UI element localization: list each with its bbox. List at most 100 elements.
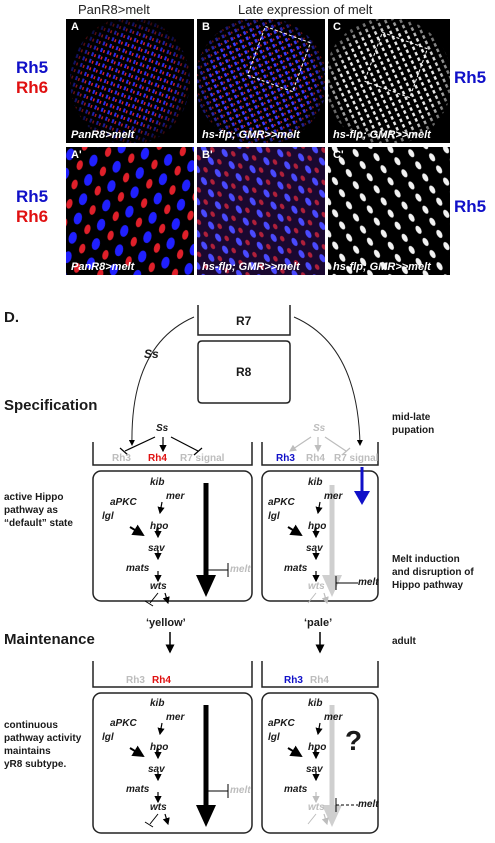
left-note-3: “default” state xyxy=(4,518,73,529)
panel-a-prime-image: A' PanR8>melt xyxy=(66,147,194,275)
cell-r7-label: R7 xyxy=(236,314,252,328)
panel-c-image: C hs-flp; GMR>>melt xyxy=(328,19,450,143)
mer-left: mer xyxy=(166,491,185,502)
panel-b-prime-texture xyxy=(197,147,325,275)
melt-left: melt xyxy=(230,564,251,575)
pupation-label: pupation xyxy=(392,425,435,436)
panel-a-image: A PanR8>melt xyxy=(66,19,194,143)
pale-label: ‘pale’ xyxy=(304,617,333,629)
rh6-label-bottom-left: Rh6 xyxy=(16,207,49,226)
wts-left: wts xyxy=(150,581,167,592)
panel-letter: B xyxy=(202,21,210,33)
panel-letter: A xyxy=(71,21,79,33)
sav-maint-right: sav xyxy=(306,764,323,775)
melt-right: melt xyxy=(358,577,379,588)
right-note-1: Melt induction xyxy=(392,554,460,565)
left-note-1: active Hippo xyxy=(4,492,64,503)
mats-right: mats xyxy=(284,563,308,574)
panel-a-texture xyxy=(66,19,194,143)
bottom-note-2: pathway activity xyxy=(4,733,82,744)
apkc-left: aPKC xyxy=(110,497,137,508)
panel-genotype: hs-flp; GMR>>melt xyxy=(333,129,431,141)
mer-maint-left: mer xyxy=(166,712,185,723)
lgl-right: lgl xyxy=(268,511,280,522)
lgl-maint-right: lgl xyxy=(268,732,280,743)
panel-a-prime-texture xyxy=(66,147,194,275)
melt-maint-right: melt xyxy=(358,799,379,810)
panel-c-texture xyxy=(328,19,450,143)
panel-genotype: PanR8>melt xyxy=(71,129,135,141)
mats-maint-right: mats xyxy=(284,784,308,795)
r7signal-left-label: R7 signal xyxy=(180,453,225,464)
diagram-lines xyxy=(92,305,379,834)
rh4-maint-right: Rh4 xyxy=(310,675,329,686)
hpo-right: hpo xyxy=(308,521,327,532)
specification-title: Specification xyxy=(4,397,98,414)
panel-b-texture xyxy=(197,19,325,143)
kib-left: kib xyxy=(150,477,165,488)
late-expression-header: Late expression of melt xyxy=(238,2,373,17)
ss-right-label: Ss xyxy=(313,423,326,434)
panel-b-image: B hs-flp; GMR>>melt xyxy=(197,19,325,143)
rh3-left-label: Rh3 xyxy=(112,453,131,464)
mats-left: mats xyxy=(126,563,150,574)
rh6-label-top-left: Rh6 xyxy=(16,78,49,97)
rh3-maint-left: Rh3 xyxy=(126,675,145,686)
rh5-label-bottom-right: Rh5 xyxy=(454,197,487,216)
question-mark: ? xyxy=(345,725,363,756)
kib-maint-left: kib xyxy=(150,698,165,709)
panel-b-prime-image: B' hs-flp; GMR>>melt xyxy=(197,147,325,275)
sav-maint-left: sav xyxy=(148,764,165,775)
apkc-maint-right: aPKC xyxy=(268,718,295,729)
maintenance-title: Maintenance xyxy=(4,631,95,648)
panel-a-header: PanR8>melt xyxy=(78,2,150,17)
rh5-label-bottom-left: Rh5 xyxy=(16,187,49,206)
rh3-maint-right: Rh3 xyxy=(284,675,303,686)
right-note-3: Hippo pathway xyxy=(392,580,464,591)
lgl-left: lgl xyxy=(102,511,114,522)
hpo-maint-right: hpo xyxy=(308,742,327,753)
bottom-note-4: yR8 subtype. xyxy=(4,759,67,770)
rh4-right-label: Rh4 xyxy=(306,453,325,464)
panel-letter: C' xyxy=(333,149,344,161)
panel-c-prime-image: C' hs-flp; GMR>>melt xyxy=(328,147,450,275)
mid-late-label: mid-late xyxy=(392,412,431,423)
lgl-maint-left: lgl xyxy=(102,732,114,743)
sav-right: sav xyxy=(306,543,323,554)
mer-right: mer xyxy=(324,491,343,502)
hpo-left: hpo xyxy=(150,521,169,532)
sav-left: sav xyxy=(148,543,165,554)
yellow-label: ‘yellow’ xyxy=(146,617,186,629)
kib-right: kib xyxy=(308,477,323,488)
wts-maint-right: wts xyxy=(308,802,325,813)
cell-r8-label: R8 xyxy=(236,365,252,379)
panel-c-prime-texture xyxy=(328,147,450,275)
hpo-maint-left: hpo xyxy=(150,742,169,753)
rh5-label-top-left: Rh5 xyxy=(16,58,49,77)
adult-label: adult xyxy=(392,636,416,647)
ss-left-label: Ss xyxy=(156,423,169,434)
melt-maint-left: melt xyxy=(230,785,251,796)
panel-genotype: PanR8>melt xyxy=(71,261,135,273)
panel-d-label: D. xyxy=(4,309,19,326)
mats-maint-left: mats xyxy=(126,784,150,795)
kib-maint-right: kib xyxy=(308,698,323,709)
panel-genotype: hs-flp; GMR>>melt xyxy=(333,261,431,273)
apkc-maint-left: aPKC xyxy=(110,718,137,729)
bottom-note-3: maintains xyxy=(4,746,51,757)
rh5-label-top-right: Rh5 xyxy=(454,68,487,87)
pathway-diagram: D. R7 R8 Ss Specification mid-late pupat… xyxy=(0,305,495,843)
panel-genotype: hs-flp; GMR>>melt xyxy=(202,261,300,273)
rh3-right-label: Rh3 xyxy=(276,453,295,464)
r7signal-right-label: R7 signal xyxy=(334,453,379,464)
panel-genotype: hs-flp; GMR>>melt xyxy=(202,129,300,141)
apkc-right: aPKC xyxy=(268,497,295,508)
rh4-left-label: Rh4 xyxy=(148,453,167,464)
wts-maint-left: wts xyxy=(150,802,167,813)
panel-letter: C xyxy=(333,21,341,33)
rh4-maint-left: Rh4 xyxy=(152,675,171,686)
panel-letter: A' xyxy=(71,149,82,161)
wts-right: wts xyxy=(308,581,325,592)
right-note-2: and disruption of xyxy=(392,567,474,578)
panel-letter: B' xyxy=(202,149,213,161)
